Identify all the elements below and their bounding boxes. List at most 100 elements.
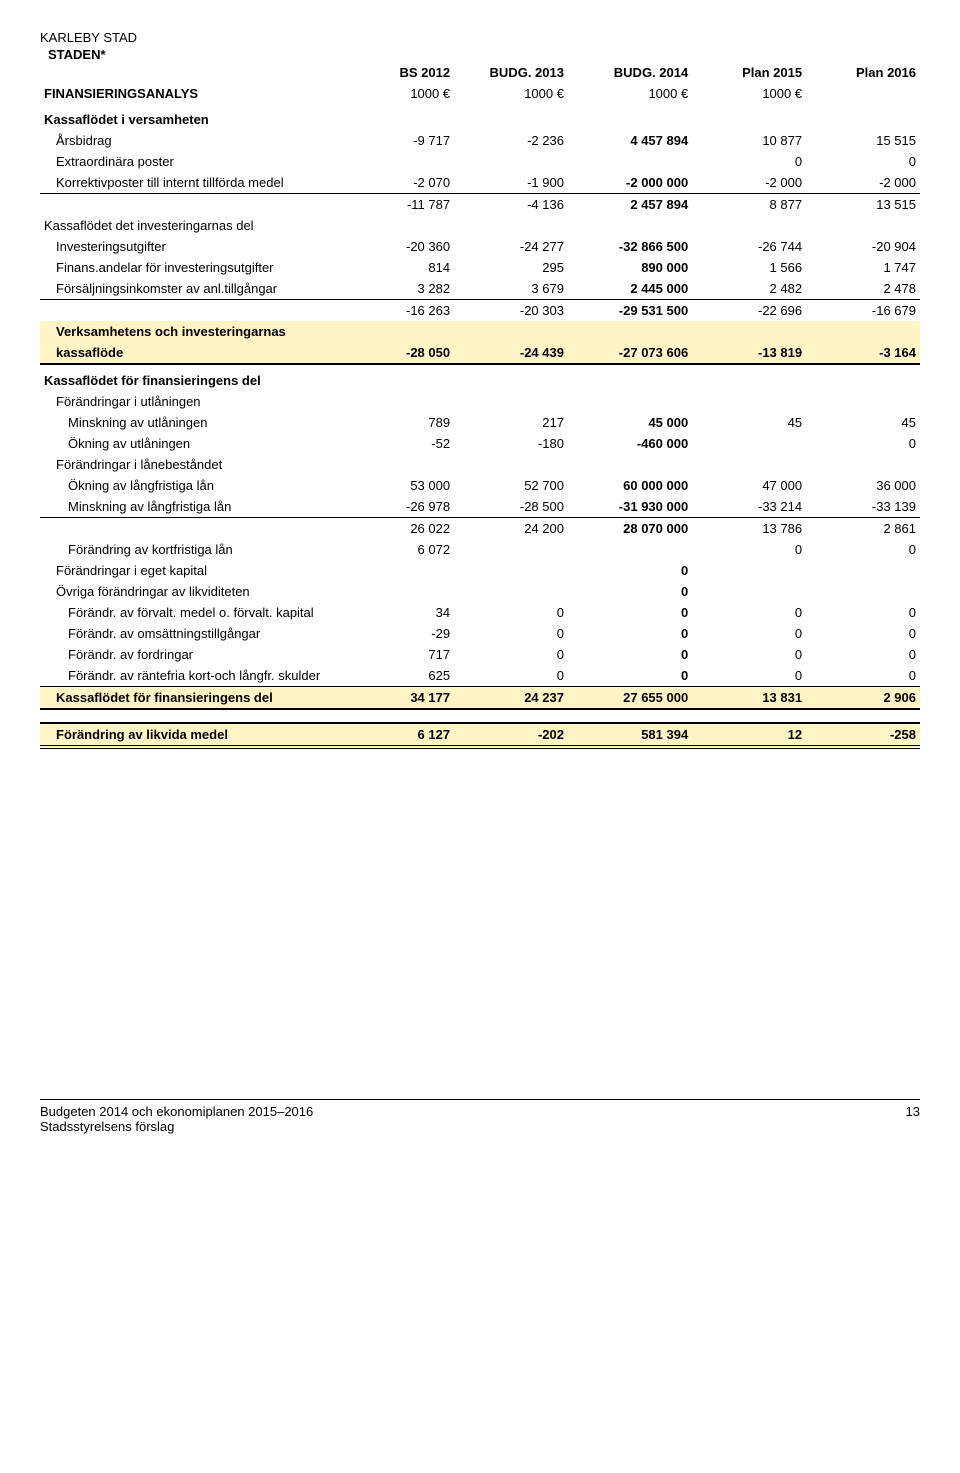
- cell: -202: [454, 723, 568, 747]
- table-row: Minskning av långfristiga lån -26 978 -2…: [40, 496, 920, 518]
- row-label: Kassaflödet för finansieringens del: [40, 687, 351, 710]
- row-label: Förändr. av förvalt. medel o. förvalt. k…: [40, 602, 351, 623]
- table-row: Förändr. av räntefria kort-och långfr. s…: [40, 665, 920, 687]
- cell: -24 277: [454, 236, 568, 257]
- cell: 2 906: [806, 687, 920, 710]
- table-row: Förändring av kortfristiga lån 6 072 0 0: [40, 539, 920, 560]
- cell: 6 127: [351, 723, 455, 747]
- col-h5: Plan 2016: [806, 62, 920, 83]
- table-row: 26 022 24 200 28 070 000 13 786 2 861: [40, 518, 920, 540]
- cell: 581 394: [568, 723, 692, 747]
- row-label: Förändr. av fordringar: [40, 644, 351, 665]
- row-label: Minskning av utlåningen: [40, 412, 351, 433]
- page-footer: Budgeten 2014 och ekonomiplanen 2015–201…: [40, 1099, 920, 1134]
- unit4: 1000 €: [692, 83, 806, 104]
- cell: 0: [692, 665, 806, 687]
- s3-title: Kassaflödet för finansieringens del: [40, 364, 351, 391]
- table-row: Förändringar i eget kapital 0: [40, 560, 920, 581]
- cell: 24 200: [454, 518, 568, 540]
- cell: 60 000 000: [568, 475, 692, 496]
- cell: -33 214: [692, 496, 806, 518]
- cell: 0: [568, 644, 692, 665]
- row-label: Ökning av utlåningen: [40, 433, 351, 454]
- cell: 0: [806, 151, 920, 172]
- table-title: FINANSIERINGSANALYS: [40, 83, 351, 104]
- cell: 6 072: [351, 539, 455, 560]
- s1-title: Kassaflödet i versamheten: [40, 104, 351, 130]
- cell: 0: [568, 623, 692, 644]
- cell: -9 717: [351, 130, 455, 151]
- cell: -31 930 000: [568, 496, 692, 518]
- cell: 0: [568, 665, 692, 687]
- cell: 0: [806, 539, 920, 560]
- cell: 24 237: [454, 687, 568, 710]
- footer-line2: Stadsstyrelsens förslag: [40, 1119, 313, 1134]
- cell: 0: [454, 644, 568, 665]
- cell: [568, 539, 692, 560]
- final-row: Förändring av likvida medel 6 127 -202 5…: [40, 723, 920, 747]
- row-label: Försäljningsinkomster av anl.tillgångar: [40, 278, 351, 300]
- finance-table: BS 2012 BUDG. 2013 BUDG. 2014 Plan 2015 …: [40, 62, 920, 749]
- cell: -29 531 500: [568, 300, 692, 322]
- verk-row2: kassaflöde -28 050 -24 439 -27 073 606 -…: [40, 342, 920, 364]
- cell: 13 786: [692, 518, 806, 540]
- unit2: 1000 €: [454, 83, 568, 104]
- verk-row1: Verksamhetens och investeringarnas: [40, 321, 920, 342]
- cell: -2 070: [351, 172, 455, 194]
- cell: -20 303: [454, 300, 568, 322]
- cell: 12: [692, 723, 806, 747]
- cell: 0: [568, 581, 692, 602]
- table-row: Årsbidrag -9 717 -2 236 4 457 894 10 877…: [40, 130, 920, 151]
- row-label: Årsbidrag: [40, 130, 351, 151]
- col-h3: BUDG. 2014: [568, 62, 692, 83]
- cell: 34 177: [351, 687, 455, 710]
- table-row: Minskning av utlåningen 789 217 45 000 4…: [40, 412, 920, 433]
- org-name: KARLEBY STAD: [40, 30, 920, 45]
- cell: -16 679: [806, 300, 920, 322]
- org-sub: STADEN*: [48, 47, 920, 62]
- cell: -3 164: [806, 342, 920, 364]
- cell: 625: [351, 665, 455, 687]
- cell: 0: [692, 539, 806, 560]
- cell: 0: [454, 602, 568, 623]
- cell: 27 655 000: [568, 687, 692, 710]
- cell: -258: [806, 723, 920, 747]
- cell: [568, 151, 692, 172]
- cell: -22 696: [692, 300, 806, 322]
- cell: -1 900: [454, 172, 568, 194]
- cell: 45: [692, 412, 806, 433]
- row-label: Korrektivposter till internt tillförda m…: [40, 172, 351, 194]
- cell: -460 000: [568, 433, 692, 454]
- col-h4: Plan 2015: [692, 62, 806, 83]
- cell: 45 000: [568, 412, 692, 433]
- cell: -26 744: [692, 236, 806, 257]
- table-row: Investeringsutgifter -20 360 -24 277 -32…: [40, 236, 920, 257]
- cell: 28 070 000: [568, 518, 692, 540]
- page-number: 13: [906, 1104, 920, 1134]
- table-row: Ökning av långfristiga lån 53 000 52 700…: [40, 475, 920, 496]
- table-row: -16 263 -20 303 -29 531 500 -22 696 -16 …: [40, 300, 920, 322]
- cell: -11 787: [351, 194, 455, 216]
- row-label: kassaflöde: [40, 342, 351, 364]
- cell: 0: [692, 623, 806, 644]
- cell: 13 831: [692, 687, 806, 710]
- table-row: Ökning av utlåningen -52 -180 -460 000 0: [40, 433, 920, 454]
- cell: -4 136: [454, 194, 568, 216]
- s3-sub2: Förändringar i lånebeståndet: [40, 454, 351, 475]
- cell: -180: [454, 433, 568, 454]
- cell: 717: [351, 644, 455, 665]
- cell: 2 478: [806, 278, 920, 300]
- cell: 814: [351, 257, 455, 278]
- cell: 0: [692, 151, 806, 172]
- header-row: BS 2012 BUDG. 2013 BUDG. 2014 Plan 2015 …: [40, 62, 920, 83]
- title-row: FINANSIERINGSANALYS 1000 € 1000 € 1000 €…: [40, 83, 920, 104]
- cell: 4 457 894: [568, 130, 692, 151]
- cell: -2 000 000: [568, 172, 692, 194]
- cell: -27 073 606: [568, 342, 692, 364]
- s3-total-row: Kassaflödet för finansieringens del 34 1…: [40, 687, 920, 710]
- row-label: Ökning av långfristiga lån: [40, 475, 351, 496]
- cell: 45: [806, 412, 920, 433]
- cell: 0: [806, 602, 920, 623]
- table-row: Finans.andelar för investeringsutgifter …: [40, 257, 920, 278]
- cell: -28 050: [351, 342, 455, 364]
